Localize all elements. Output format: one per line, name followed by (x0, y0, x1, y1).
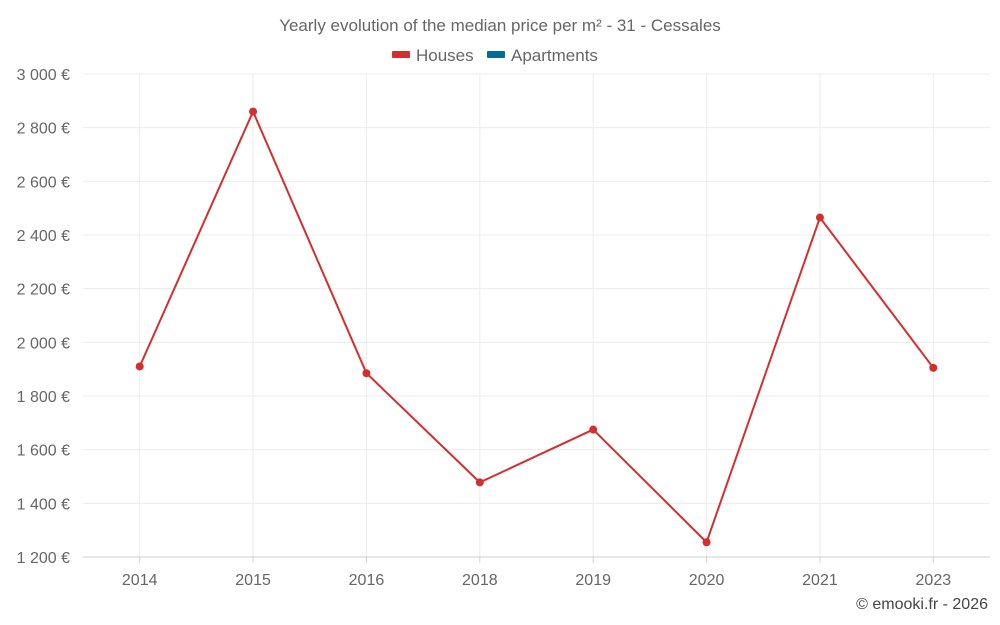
houses-point-2021[interactable] (815, 213, 824, 222)
houses-point-2019[interactable] (589, 425, 598, 434)
y-tick-label: 1 600 € (17, 443, 70, 460)
y-tick-label: 2 400 € (17, 228, 70, 245)
legend: Houses Apartments (392, 46, 598, 65)
houses-point-2016[interactable] (362, 369, 371, 378)
legend-label-apartments: Apartments (511, 46, 598, 65)
credit-text: © emooki.fr - 2026 (856, 596, 988, 613)
grid (83, 73, 990, 557)
x-tick-label: 2014 (122, 572, 158, 589)
x-tick-label: 2019 (575, 572, 611, 589)
y-tick-label: 1 200 € (17, 550, 70, 567)
legend-item-apartments[interactable]: Apartments (487, 46, 598, 65)
x-axis: 2014 2015 2016 2018 2019 2020 2021 2023 (83, 556, 990, 589)
y-tick-label: 2 000 € (17, 335, 70, 352)
legend-swatch-apartments (487, 51, 505, 58)
houses-line (138, 110, 935, 544)
y-tick-label: 2 800 € (17, 121, 70, 138)
y-tick-label: 2 600 € (17, 174, 70, 191)
legend-swatch-houses (392, 51, 410, 58)
y-tick-label: 1 800 € (17, 389, 70, 406)
houses-point-2015[interactable] (249, 107, 258, 116)
x-tick-label: 2020 (689, 572, 725, 589)
series-houses (135, 107, 938, 547)
x-tick-label: 2021 (802, 572, 838, 589)
x-tick-label: 2015 (235, 572, 271, 589)
y-tick-label: 3 000 € (17, 67, 70, 84)
x-tick-label: 2018 (462, 572, 498, 589)
y-tick-label: 1 400 € (17, 496, 70, 513)
x-tick-label: 2016 (349, 572, 385, 589)
legend-label-houses: Houses (416, 46, 474, 65)
houses-point-2020[interactable] (702, 538, 711, 547)
houses-point-2018[interactable] (475, 478, 484, 487)
y-tick-label: 2 200 € (17, 282, 70, 299)
x-tick-label: 2023 (916, 572, 952, 589)
legend-item-houses[interactable]: Houses (392, 46, 474, 65)
y-axis: 1 200 € 1 400 € 1 600 € 1 800 € 2 000 € 2 200… (17, 67, 70, 567)
houses-point-2023[interactable] (929, 363, 938, 372)
houses-point-2014[interactable] (135, 362, 144, 371)
chart-title: Yearly evolution of the median price per… (279, 16, 721, 35)
